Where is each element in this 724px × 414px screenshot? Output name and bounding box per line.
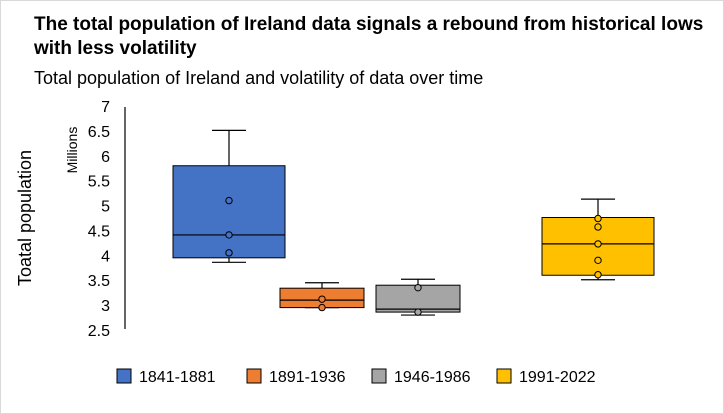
legend-label: 1946-1986 xyxy=(394,369,471,386)
y-tick-label: 2.5 xyxy=(88,323,110,340)
chart-title: The total population of Ireland data sig… xyxy=(34,14,704,59)
y-tick-label: 5 xyxy=(101,199,110,216)
y-axis-unit: Millions xyxy=(64,127,80,174)
y-tick-label: 6 xyxy=(101,149,110,166)
legend: 1841-1881 1891-1936 1946-1986 1991-2022 xyxy=(116,368,596,386)
y-tick-label: 4 xyxy=(101,248,110,265)
boxes xyxy=(172,129,655,316)
data-point xyxy=(594,256,602,265)
y-tick-label: 5.5 xyxy=(88,174,110,191)
y-tick-label: 4.5 xyxy=(88,223,110,240)
data-point xyxy=(225,231,233,239)
box-1841-1881 xyxy=(172,129,286,263)
data-point xyxy=(225,249,233,257)
data-point xyxy=(225,196,233,205)
y-tick-label: 3 xyxy=(101,298,110,315)
legend-label: 1841-1881 xyxy=(139,369,216,386)
legend-swatch xyxy=(371,368,387,384)
legend-swatch xyxy=(116,368,132,384)
box-body xyxy=(172,165,286,259)
y-axis-title: Toatal population xyxy=(15,150,35,286)
legend-item-1991-2022: 1991-2022 xyxy=(496,368,596,386)
legend-swatch xyxy=(246,368,262,384)
y-tick-label: 6.5 xyxy=(88,124,110,141)
legend-label: 1891-1936 xyxy=(269,369,346,386)
legend-swatch xyxy=(496,368,512,384)
data-point xyxy=(594,271,602,279)
legend-item-1946-1986: 1946-1986 xyxy=(371,368,471,386)
chart-subtitle: Total population of Ireland and volatili… xyxy=(34,68,484,88)
box-1891-1936 xyxy=(279,282,365,312)
legend-label: 1991-2022 xyxy=(519,369,596,386)
box-1991-2022 xyxy=(541,198,655,281)
data-point xyxy=(594,240,602,248)
y-axis: 2.5 3 3.5 4 4.5 5 5.5 6 6.5 7 xyxy=(88,99,126,340)
data-point xyxy=(318,295,326,303)
data-point xyxy=(594,214,602,223)
box-1946-1986 xyxy=(375,278,461,316)
legend-item-1841-1881: 1841-1881 xyxy=(116,368,216,386)
y-tick-label: 7 xyxy=(101,99,110,116)
y-tick-label: 3.5 xyxy=(88,273,110,290)
data-point xyxy=(414,283,422,292)
data-point xyxy=(318,303,326,312)
data-point xyxy=(594,223,602,231)
data-point xyxy=(414,308,422,316)
legend-item-1891-1936: 1891-1936 xyxy=(246,368,346,386)
